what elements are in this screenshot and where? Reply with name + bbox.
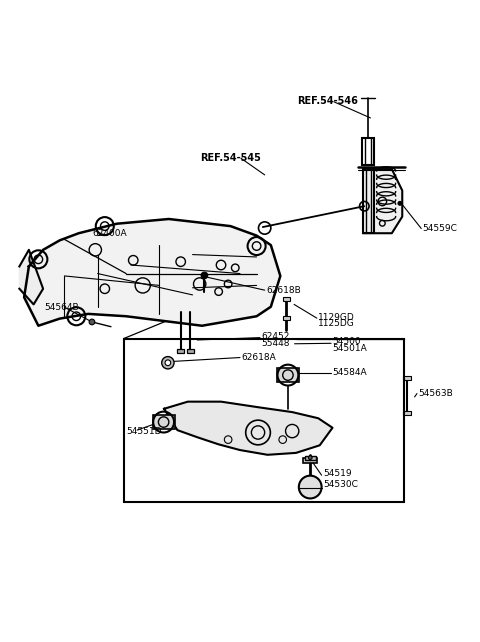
Text: 62400A: 62400A	[92, 229, 127, 238]
Text: 54564B: 54564B	[45, 303, 79, 312]
Bar	[153, 415, 175, 429]
Text: 1125DG: 1125DG	[318, 319, 355, 328]
Bar	[403, 411, 411, 415]
Circle shape	[201, 272, 208, 279]
Circle shape	[299, 476, 322, 498]
Circle shape	[398, 202, 402, 205]
Polygon shape	[164, 402, 333, 455]
Text: 54530C: 54530C	[323, 480, 358, 489]
Circle shape	[308, 456, 312, 460]
Text: 1129GD: 1129GD	[318, 313, 355, 322]
Circle shape	[162, 356, 174, 369]
Text: REF.54-545: REF.54-545	[200, 153, 261, 163]
Text: 62452: 62452	[261, 332, 290, 341]
Bar	[277, 369, 299, 382]
Text: REF.54-546: REF.54-546	[297, 96, 358, 107]
Bar	[187, 349, 194, 353]
Text: 62618A: 62618A	[241, 353, 276, 362]
Text: 54563B: 54563B	[419, 388, 453, 397]
Circle shape	[165, 360, 171, 365]
Bar	[403, 376, 411, 380]
Bar	[363, 169, 374, 233]
Polygon shape	[24, 219, 280, 325]
Bar	[283, 297, 290, 300]
Text: 54519: 54519	[323, 469, 352, 478]
Circle shape	[89, 319, 95, 325]
Bar	[304, 456, 316, 460]
Polygon shape	[363, 169, 402, 233]
Text: 54584A: 54584A	[333, 368, 367, 377]
Text: 55448: 55448	[261, 339, 290, 348]
Bar	[362, 138, 374, 166]
Text: 54501A: 54501A	[333, 344, 367, 353]
Text: 54559C: 54559C	[422, 224, 457, 233]
Text: 62618B: 62618B	[266, 286, 301, 295]
Bar	[303, 458, 317, 464]
Bar	[283, 317, 290, 320]
Bar	[124, 338, 404, 502]
Bar	[178, 349, 184, 353]
Text: 54551D: 54551D	[126, 426, 162, 435]
Text: 54500: 54500	[333, 338, 361, 347]
Polygon shape	[19, 250, 43, 304]
